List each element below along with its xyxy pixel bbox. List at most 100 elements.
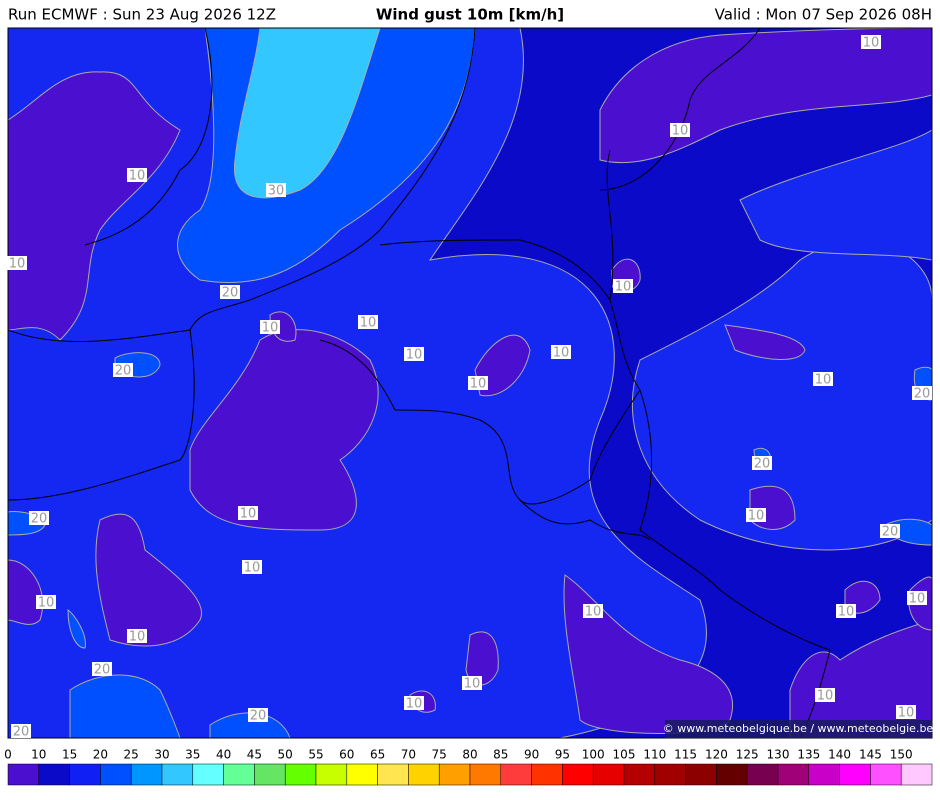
- color-swatch: [100, 763, 132, 786]
- contour-label: 10: [585, 605, 602, 620]
- colorbar-tick-label: 125: [736, 748, 759, 762]
- contour-label: 10: [815, 373, 832, 388]
- contour-label: 10: [909, 592, 926, 607]
- colorbar-tick-label: 120: [705, 748, 728, 762]
- color-swatch: [531, 763, 563, 786]
- contour-label-box: [551, 345, 571, 359]
- color-swatch: [839, 763, 871, 786]
- colorbar-tick-label: 30: [154, 748, 169, 762]
- contour-label: 10: [262, 321, 279, 336]
- map: [8, 28, 932, 738]
- run-info: Run ECMWF : Sun 23 Aug 2026 12Z: [8, 6, 276, 24]
- contour-label-box: [670, 123, 690, 137]
- color-swatch: [438, 763, 471, 786]
- contour-label-box: [92, 662, 112, 676]
- contour-label-box: [238, 506, 258, 520]
- colorbar-tick-label: 90: [524, 748, 539, 762]
- contour-label: 10: [38, 596, 55, 611]
- colorbar-tick-label: 140: [828, 748, 851, 762]
- colorbar-tick-label: 135: [797, 748, 820, 762]
- contour-label: 10: [470, 377, 487, 392]
- contour-label-box: [242, 560, 262, 574]
- contour-label-box: [220, 285, 240, 299]
- contour-label-box: [266, 183, 286, 197]
- contour-label: 10: [553, 346, 570, 361]
- colorbar-tick-label: 60: [339, 748, 354, 762]
- contour-label-box: [613, 279, 633, 293]
- contour-label: 10: [898, 706, 915, 721]
- colorbar-tick-label: 65: [370, 748, 385, 762]
- colorbar-tick-label: 115: [674, 748, 697, 762]
- contour-label: 10: [360, 316, 377, 331]
- contour-label-box: [815, 688, 835, 702]
- colorbar-tick-label: 85: [493, 748, 508, 762]
- color-swatch: [192, 763, 224, 786]
- colorbar-tick-label: 110: [643, 748, 666, 762]
- color-swatch: [130, 763, 163, 786]
- colorbar-tick-label: 80: [462, 748, 477, 762]
- contour-label: 10: [406, 348, 423, 363]
- color-swatch: [808, 763, 840, 786]
- color-swatch: [654, 763, 686, 786]
- color-swatch: [870, 763, 902, 786]
- contour-label-box: [404, 347, 424, 361]
- contour-label: 10: [244, 561, 261, 576]
- colorbar-tick-label: 105: [613, 748, 636, 762]
- contour-label: 10: [240, 507, 257, 522]
- color-swatch: [38, 763, 70, 786]
- colorbar-tick-label: 20: [93, 748, 108, 762]
- colorbar-tick-label: 35: [185, 748, 200, 762]
- color-swatch: [900, 763, 933, 786]
- colorbar-tick-label: 50: [278, 748, 293, 762]
- contour-label: 20: [914, 387, 931, 402]
- contour-label: 10: [129, 630, 146, 645]
- colorbar-tick-label: 25: [124, 748, 139, 762]
- contour-label-box: [583, 604, 603, 618]
- contour-label: 10: [817, 689, 834, 704]
- color-swatch: [69, 763, 101, 786]
- contour-label: 10: [9, 257, 26, 272]
- contour-label: 20: [754, 457, 771, 472]
- valid-info: Valid : Mon 07 Sep 2026 08H: [715, 6, 932, 24]
- color-swatch: [7, 763, 40, 786]
- colorbar-tick-label: 130: [767, 748, 790, 762]
- map-title: Wind gust 10m [km/h]: [376, 6, 564, 24]
- contour-label-box: [404, 696, 424, 710]
- contour-label-box: [127, 168, 147, 182]
- contour-label: 20: [222, 286, 239, 301]
- contour-label: 10: [838, 605, 855, 620]
- contour-label-box: [861, 35, 881, 49]
- colorbar: 0 10 15 20 25 30 35 40 45 50 55 60 65 70 75 80 85 90 95 100…: [4, 748, 933, 786]
- colorbar-tick-label: 145: [859, 748, 882, 762]
- copyright: © www.meteobelgique.be / www.meteobelgie…: [663, 722, 934, 735]
- color-swatch: [716, 763, 748, 786]
- colorbar-tick-label: 150: [890, 748, 913, 762]
- contour-label: 10: [129, 169, 146, 184]
- colorbar-tick-label: 70: [401, 748, 416, 762]
- contour-labels: 10 10 10 10 30 20 10 10 10 10 10 10 20 10 20 20 10 10 20 20…: [7, 35, 932, 740]
- contour-label-box: [836, 604, 856, 618]
- colorbar-tick-label: 55: [308, 748, 323, 762]
- contour-label-box: [468, 376, 488, 390]
- color-swatch: [254, 763, 286, 786]
- copyright-box: [665, 720, 932, 738]
- contour-label: 20: [882, 525, 899, 540]
- color-swatch: [377, 763, 409, 786]
- contour-label: 20: [94, 663, 111, 678]
- contour-label: 20: [250, 709, 267, 724]
- contour-label-box: [896, 705, 916, 719]
- contour-label-box: [752, 456, 772, 470]
- contour-label: 10: [615, 280, 632, 295]
- contour-label-box: [358, 315, 378, 329]
- color-swatch: [746, 763, 779, 786]
- contour-label: 20: [31, 512, 48, 527]
- contour-label: 10: [672, 124, 689, 139]
- contour-label-box: [912, 386, 932, 400]
- color-swatch: [777, 763, 810, 786]
- color-swatch: [623, 763, 656, 786]
- color-swatch: [500, 763, 532, 786]
- color-swatch: [315, 763, 348, 786]
- color-swatch: [161, 763, 194, 786]
- contour-label-box: [29, 511, 49, 525]
